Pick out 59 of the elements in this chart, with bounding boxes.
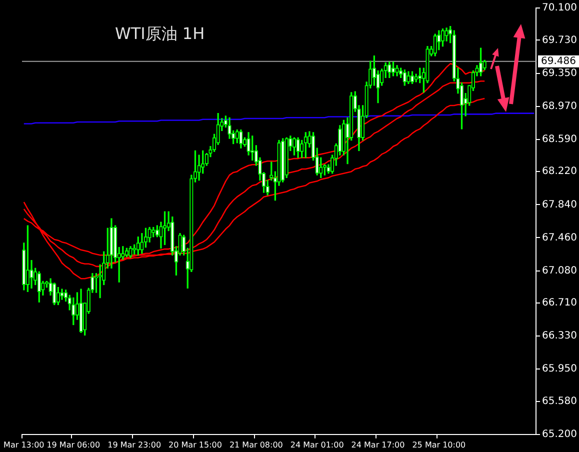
- y-tick-label: 69.350: [542, 68, 578, 79]
- ref-line-label: 69.486: [541, 56, 576, 68]
- y-tick-label: 66.710: [542, 298, 578, 309]
- candlestick: [395, 65, 399, 76]
- candlestick: [433, 34, 437, 56]
- candlestick: [52, 282, 56, 306]
- y-tick-label: 68.970: [542, 100, 578, 112]
- candlestick: [26, 225, 30, 292]
- y-tick-label: 68.220: [542, 166, 578, 178]
- x-tick-label: 20 Mar 15:00: [168, 440, 222, 450]
- y-tick-label: 65.580: [542, 396, 578, 407]
- x-tick-label: Mar 13:00: [4, 440, 44, 450]
- candlestick: [79, 288, 83, 333]
- y-tick-label: 65.950: [542, 364, 578, 375]
- candlestick: [235, 130, 239, 144]
- candlestick: [418, 68, 422, 84]
- candlestick: [30, 260, 34, 289]
- text: WTI原油 1H: [115, 24, 205, 45]
- candlestick: [128, 246, 132, 258]
- y-tick-label: 67.460: [542, 232, 578, 244]
- x-tick-label: 25 Mar 10:00: [412, 440, 466, 450]
- candlestick: [239, 130, 243, 148]
- candlestick: [132, 244, 136, 255]
- candlestick: [388, 62, 392, 78]
- candlestick: [402, 69, 406, 86]
- x-tick-label: 19 Mar 06:00: [46, 440, 100, 450]
- candlestick: [124, 248, 129, 258]
- candlestick: [117, 246, 121, 282]
- y-tick-label: 66.330: [542, 330, 578, 342]
- candlestick: [440, 28, 445, 47]
- x-tick-label: 24 Mar 01:00: [290, 440, 344, 450]
- candlestick: [37, 271, 41, 302]
- y-tick-label: 67.840: [542, 199, 578, 210]
- candlestick: [56, 287, 60, 306]
- candlestick: [284, 137, 288, 178]
- x-tick-label: 24 Mar 17:00: [351, 440, 405, 450]
- candlestick: [162, 211, 167, 246]
- candlestick: [406, 71, 410, 84]
- candlestick: [41, 280, 45, 296]
- candlestick: [292, 137, 296, 156]
- candlestick: [391, 62, 396, 76]
- candlestick: [410, 71, 414, 84]
- candlestick: [72, 297, 76, 326]
- x-tick-label: 21 Mar 08:00: [229, 440, 283, 450]
- candlestick: [197, 154, 201, 181]
- candlestick: [152, 226, 156, 238]
- y-tick-label: 67.080: [542, 265, 578, 276]
- x-tick-label: 19 Mar 23:00: [108, 440, 162, 450]
- candlestick: [444, 28, 448, 42]
- y-tick-label: 68.590: [542, 134, 578, 145]
- candlestick: [60, 288, 64, 300]
- candlestick: [110, 218, 114, 269]
- candlestick: [155, 225, 159, 238]
- candlestick: [280, 138, 285, 182]
- y-tick-label: 70.100: [542, 2, 578, 14]
- candlestick: [98, 264, 102, 298]
- candlestick: [296, 137, 300, 158]
- y-tick-label: 65.200: [542, 428, 578, 440]
- y-tick-label: 69.730: [542, 34, 578, 46]
